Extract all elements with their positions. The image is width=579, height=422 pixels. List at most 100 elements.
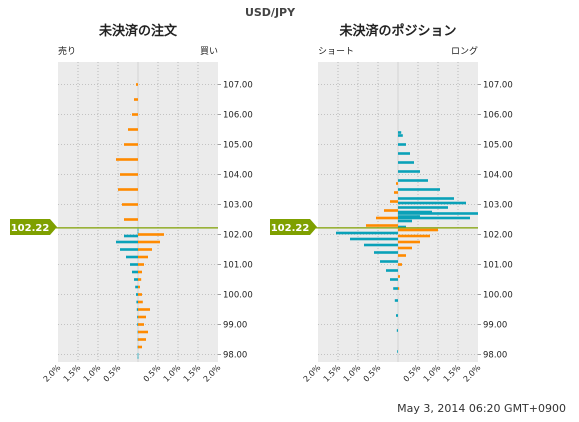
bar bbox=[394, 299, 398, 302]
y-tick-label: 101.00 bbox=[483, 261, 513, 271]
bar bbox=[138, 248, 152, 251]
bar bbox=[137, 315, 138, 319]
bar bbox=[137, 231, 139, 235]
open-positions-bars bbox=[316, 131, 478, 353]
bar bbox=[366, 224, 398, 227]
y-tick-label: 100.00 bbox=[223, 291, 253, 301]
open-positions-panel: 未決済のポジション ショート ロング 98.00 99.00 100.00 101.0… bbox=[302, 23, 513, 384]
bar bbox=[138, 315, 146, 319]
bar bbox=[384, 209, 398, 212]
bar bbox=[393, 287, 398, 290]
bar bbox=[136, 293, 138, 296]
open-orders-grid bbox=[58, 62, 218, 362]
bar bbox=[396, 182, 398, 185]
bar bbox=[138, 240, 160, 244]
y-tick-label: 103.00 bbox=[483, 201, 513, 211]
bar bbox=[398, 254, 406, 257]
bar bbox=[134, 278, 138, 281]
bar bbox=[120, 248, 138, 251]
x-tick-label: 1.0% bbox=[342, 363, 363, 384]
bar bbox=[390, 278, 398, 281]
bar bbox=[376, 216, 398, 220]
bar bbox=[374, 251, 398, 254]
sell-label: 売り bbox=[58, 45, 76, 57]
bar bbox=[124, 218, 138, 221]
bar bbox=[336, 231, 398, 235]
x-tick-label: 2.0% bbox=[462, 363, 483, 384]
y-tick-label: 102.00 bbox=[223, 231, 253, 241]
current-price-tag-positions: 102.22 bbox=[270, 219, 317, 235]
bar bbox=[398, 287, 400, 290]
y-tick-label: 98.00 bbox=[483, 351, 507, 361]
bar bbox=[394, 191, 398, 194]
current-price-label: 102.22 bbox=[271, 223, 310, 234]
x-tick-label: 1.5% bbox=[182, 363, 203, 384]
bar bbox=[120, 173, 138, 176]
bar bbox=[398, 161, 414, 164]
bar bbox=[138, 278, 142, 281]
bar bbox=[137, 353, 139, 356]
bar bbox=[132, 113, 138, 116]
bar bbox=[397, 350, 398, 353]
y-tick-label: 101.00 bbox=[223, 261, 253, 271]
bar bbox=[398, 225, 406, 229]
x-tick-label: 1.5% bbox=[322, 363, 343, 384]
y-tick-label: 99.00 bbox=[483, 321, 507, 331]
bar bbox=[398, 212, 478, 215]
y-tick-label: 104.00 bbox=[483, 171, 513, 181]
bar bbox=[135, 285, 138, 289]
buy-label: 買い bbox=[200, 46, 218, 57]
bar bbox=[137, 228, 139, 232]
open-orders-bars bbox=[56, 83, 218, 359]
bar bbox=[398, 219, 412, 223]
bar bbox=[137, 323, 138, 326]
bar bbox=[137, 356, 139, 359]
x-tick-label: 2.0% bbox=[302, 363, 323, 384]
bar bbox=[364, 243, 398, 247]
x-tick-label: 1.0% bbox=[422, 363, 443, 384]
bar bbox=[398, 197, 454, 200]
bar bbox=[380, 260, 398, 263]
bar bbox=[398, 240, 420, 244]
open-positions-x-ticks: 2.0% 1.5% 1.0% 0.5% 0.5% 1.0% 1.5% 2.0% bbox=[302, 363, 483, 384]
bar bbox=[136, 308, 138, 311]
bar bbox=[396, 314, 398, 317]
bar bbox=[116, 158, 138, 161]
bar bbox=[396, 329, 398, 332]
y-tick-label: 104.00 bbox=[223, 171, 253, 181]
bar bbox=[134, 98, 138, 101]
bar bbox=[118, 188, 138, 191]
bar bbox=[138, 323, 144, 326]
bar bbox=[350, 237, 398, 241]
bar bbox=[138, 255, 148, 259]
x-tick-label: 0.5% bbox=[402, 363, 423, 384]
x-tick-label: 1.0% bbox=[82, 363, 103, 384]
bar bbox=[130, 263, 138, 266]
bar bbox=[138, 293, 142, 296]
bar bbox=[398, 131, 402, 134]
bar bbox=[398, 215, 420, 218]
y-tick-label: 106.00 bbox=[223, 111, 253, 121]
y-tick-label: 106.00 bbox=[483, 111, 513, 121]
timestamp: May 3, 2014 06:20 GMT+0900 bbox=[397, 402, 566, 415]
bar bbox=[398, 201, 466, 205]
bar bbox=[398, 263, 402, 266]
bar bbox=[116, 240, 138, 244]
bar bbox=[124, 143, 138, 146]
y-tick-label: 105.00 bbox=[223, 141, 253, 151]
y-tick-label: 98.00 bbox=[223, 351, 247, 361]
x-tick-label: 0.5% bbox=[362, 363, 383, 384]
y-tick-label: 107.00 bbox=[483, 81, 513, 91]
open-positions-title: 未決済のポジション bbox=[338, 23, 456, 39]
bar bbox=[138, 308, 150, 311]
open-orders-panel: 未決済の注文 売り 買い 98.00 99.00 100.00 101.00 102.0… bbox=[42, 23, 253, 384]
current-price-label: 102.22 bbox=[11, 223, 50, 234]
open-orders-x-ticks: 2.0% 1.5% 1.0% 0.5% 0.5% 1.0% 1.5% 2.0% bbox=[42, 363, 223, 384]
short-label: ショート bbox=[318, 47, 354, 57]
bar bbox=[398, 228, 438, 232]
bar bbox=[138, 233, 164, 236]
bar bbox=[398, 234, 430, 238]
bar bbox=[138, 300, 143, 304]
bar bbox=[138, 338, 146, 341]
bar bbox=[398, 143, 406, 146]
